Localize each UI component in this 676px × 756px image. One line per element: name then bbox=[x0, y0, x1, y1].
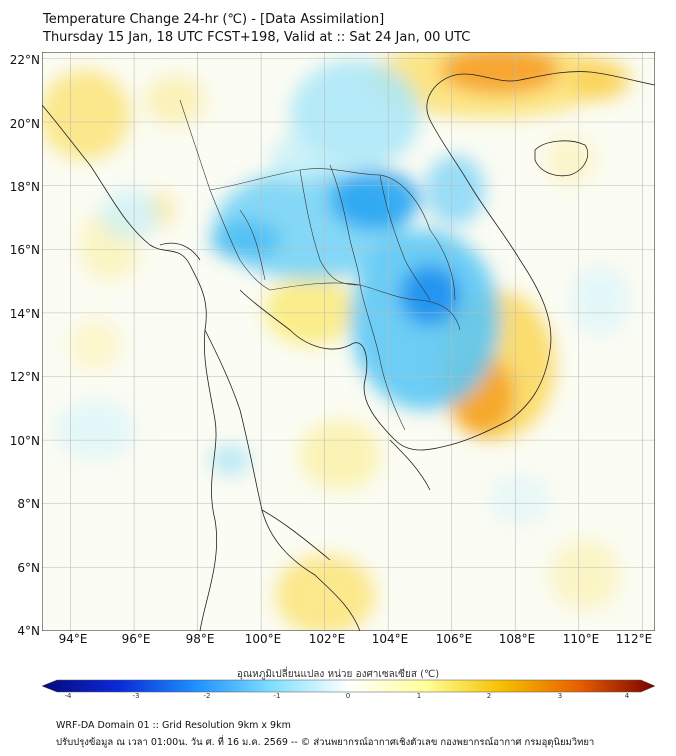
lon-label: 94°E bbox=[58, 632, 88, 646]
lon-label: 98°E bbox=[185, 632, 215, 646]
colorbar-tick: -2 bbox=[203, 692, 211, 700]
colorbar-tick: 2 bbox=[486, 692, 492, 700]
colorbar-tick: 4 bbox=[624, 692, 630, 700]
lat-label: 10°N bbox=[9, 434, 40, 448]
lat-label: 22°N bbox=[9, 53, 40, 67]
lon-label: 108°E bbox=[498, 632, 536, 646]
lon-label: 106°E bbox=[435, 632, 473, 646]
lat-label: 6°N bbox=[17, 561, 40, 575]
colorbar-title: อุณหภูมิเปลี่ยนแปลง หน่วย องศาเซลเซียส (… bbox=[236, 669, 440, 680]
chart-title: Temperature Change 24-hr (℃) - [Data Ass… bbox=[43, 12, 385, 27]
colorbar-tick: 3 bbox=[557, 692, 563, 700]
lat-label: 12°N bbox=[9, 370, 40, 384]
lon-label: 104°E bbox=[371, 632, 409, 646]
footer-credit: ปรับปรุงข้อมูล ณ เวลา 01:00น. วัน ศ. ที่… bbox=[56, 737, 595, 748]
lon-label: 112°E bbox=[615, 632, 653, 646]
footer-model-info: WRF-DA Domain 01 :: Grid Resolution 9km … bbox=[56, 720, 291, 731]
chart-subtitle: Thursday 15 Jan, 18 UTC FCST+198, Valid … bbox=[43, 30, 471, 45]
lat-label: 14°N bbox=[9, 307, 40, 321]
lat-label: 4°N bbox=[17, 624, 40, 638]
lat-label: 16°N bbox=[9, 243, 40, 257]
admin-borders bbox=[179, 99, 461, 431]
lon-label: 110°E bbox=[562, 632, 600, 646]
temperature-field bbox=[42, 52, 630, 631]
lat-label: 8°N bbox=[17, 497, 40, 511]
colorbar-tick: -1 bbox=[273, 692, 281, 700]
lat-label: 20°N bbox=[9, 117, 40, 131]
graticule bbox=[42, 52, 655, 631]
lon-label: 102°E bbox=[308, 632, 346, 646]
lat-label: 18°N bbox=[9, 180, 40, 194]
lon-label: 96°E bbox=[121, 632, 151, 646]
colorbar-tick: 0 bbox=[345, 692, 351, 700]
colorbar bbox=[41, 679, 656, 693]
coastlines bbox=[42, 71, 655, 631]
colorbar-gradient bbox=[41, 679, 656, 693]
colorbar-tick: 1 bbox=[416, 692, 422, 700]
colorbar-tick: -4 bbox=[64, 692, 72, 700]
colorbar-tick: -3 bbox=[132, 692, 140, 700]
lon-label: 100°E bbox=[244, 632, 282, 646]
